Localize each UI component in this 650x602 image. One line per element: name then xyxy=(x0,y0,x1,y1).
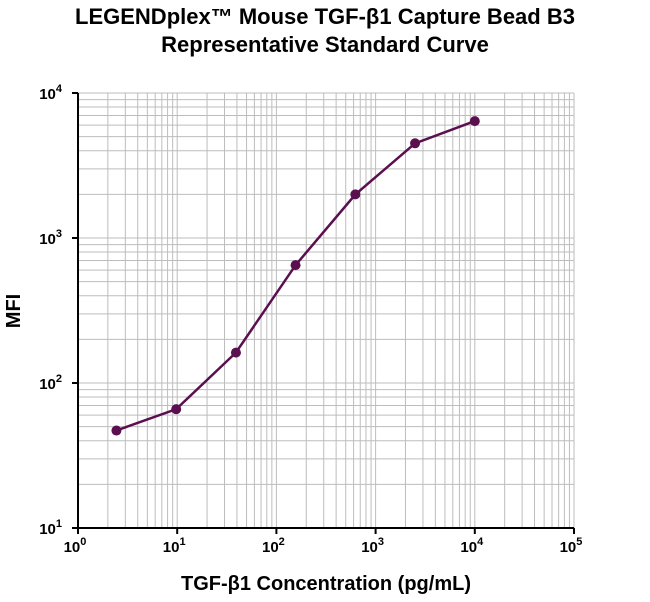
x-tick-base: 10 xyxy=(163,539,180,556)
x-tick-label: 104 xyxy=(460,536,484,556)
x-tick-label: 100 xyxy=(64,536,87,556)
x-tick-base: 10 xyxy=(262,539,279,556)
x-tick-labels: 100 101 102 103 104 105 xyxy=(64,536,583,556)
y-tick-label: 104 xyxy=(39,83,63,103)
y-tick-label: 103 xyxy=(39,228,62,248)
x-tick-label: 102 xyxy=(262,536,285,556)
x-tick-label: 103 xyxy=(361,536,384,556)
y-tick-exponent: 2 xyxy=(56,373,62,385)
data-point xyxy=(410,138,421,149)
data-point xyxy=(171,404,182,415)
y-axis-label: MFI xyxy=(3,294,25,328)
y-tick-exponent: 3 xyxy=(56,228,62,240)
y-tick-base: 10 xyxy=(39,521,56,538)
grid-lines xyxy=(77,92,575,529)
x-axis-label: TGF-β1 Concentration (pg/mL) xyxy=(181,573,471,595)
y-tick-base: 10 xyxy=(39,231,56,248)
y-tick-base: 10 xyxy=(39,86,56,103)
data-point xyxy=(230,347,241,358)
series-line xyxy=(115,119,476,432)
x-tick-label: 105 xyxy=(560,536,583,556)
data-series xyxy=(111,116,480,436)
y-tick-exponent: 4 xyxy=(56,83,63,95)
data-point xyxy=(290,260,301,271)
data-point xyxy=(350,189,361,200)
y-tick-base: 10 xyxy=(39,376,56,393)
x-tick-base: 10 xyxy=(64,539,81,556)
x-tick-exponent: 3 xyxy=(378,536,384,548)
y-tick-exponent: 1 xyxy=(56,518,62,530)
x-tick-base: 10 xyxy=(560,539,577,556)
chart-subtitle: Representative Standard Curve xyxy=(161,32,489,57)
y-tick-label: 102 xyxy=(39,373,62,393)
data-point xyxy=(111,425,122,436)
x-tick-exponent: 5 xyxy=(576,536,582,548)
x-tick-exponent: 0 xyxy=(80,536,86,548)
x-tick-exponent: 4 xyxy=(477,536,484,548)
y-tick-label: 101 xyxy=(39,518,62,538)
chart-title: LEGENDplex™ Mouse TGF-β1 Capture Bead B3 xyxy=(75,4,575,29)
x-tick-exponent: 2 xyxy=(279,536,285,548)
data-point xyxy=(469,116,480,127)
x-tick-label: 101 xyxy=(163,536,186,556)
axes xyxy=(72,92,575,534)
x-tick-exponent: 1 xyxy=(179,536,185,548)
x-tick-base: 10 xyxy=(361,539,378,556)
x-tick-base: 10 xyxy=(460,539,477,556)
